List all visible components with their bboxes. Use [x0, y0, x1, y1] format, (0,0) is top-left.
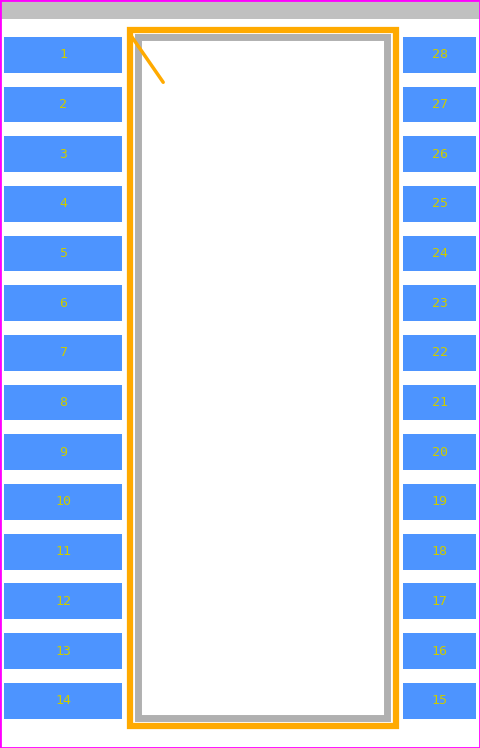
Text: 5: 5 [59, 247, 67, 260]
Bar [403, 484, 476, 520]
Bar [4, 534, 122, 569]
Text: 23: 23 [432, 297, 448, 310]
Text: 7: 7 [59, 346, 67, 359]
Bar [4, 633, 122, 669]
Bar [403, 37, 476, 73]
Text: 9: 9 [59, 446, 67, 459]
Text: 4: 4 [59, 197, 67, 210]
Bar [4, 335, 122, 371]
Text: 10: 10 [55, 495, 71, 509]
Bar [4, 285, 122, 321]
Bar [4, 384, 122, 420]
Bar [403, 236, 476, 272]
Bar [4, 583, 122, 619]
Text: 21: 21 [432, 396, 448, 409]
Bar [138, 37, 387, 718]
Text: 15: 15 [432, 694, 448, 707]
Bar [403, 534, 476, 569]
Text: 18: 18 [432, 545, 448, 558]
Text: 8: 8 [59, 396, 67, 409]
Text: 16: 16 [432, 645, 448, 657]
Text: 25: 25 [432, 197, 448, 210]
Bar [403, 285, 476, 321]
Bar [4, 37, 122, 73]
Bar [4, 87, 122, 123]
Text: 12: 12 [55, 595, 71, 608]
Bar [0, 0, 480, 19]
Text: 6: 6 [59, 297, 67, 310]
Text: 28: 28 [432, 49, 448, 61]
Text: 24: 24 [432, 247, 448, 260]
Bar [403, 136, 476, 172]
Bar [403, 435, 476, 470]
Text: 14: 14 [55, 694, 71, 707]
Bar [403, 87, 476, 123]
Text: 27: 27 [432, 98, 448, 111]
Bar [4, 435, 122, 470]
Bar [403, 683, 476, 719]
Text: 22: 22 [432, 346, 448, 359]
Text: 11: 11 [55, 545, 71, 558]
Bar [403, 633, 476, 669]
Text: 17: 17 [432, 595, 448, 608]
Text: 20: 20 [432, 446, 448, 459]
Bar [4, 186, 122, 221]
Bar [4, 683, 122, 719]
Bar [403, 384, 476, 420]
Text: 1: 1 [59, 49, 67, 61]
Bar [403, 335, 476, 371]
Bar [4, 136, 122, 172]
Bar [4, 484, 122, 520]
Bar [403, 583, 476, 619]
Text: 2: 2 [59, 98, 67, 111]
Text: 13: 13 [55, 645, 71, 657]
Text: 3: 3 [59, 147, 67, 161]
Bar [130, 30, 396, 726]
Bar [4, 236, 122, 272]
Text: 19: 19 [432, 495, 448, 509]
Bar [403, 186, 476, 221]
Text: 26: 26 [432, 147, 448, 161]
